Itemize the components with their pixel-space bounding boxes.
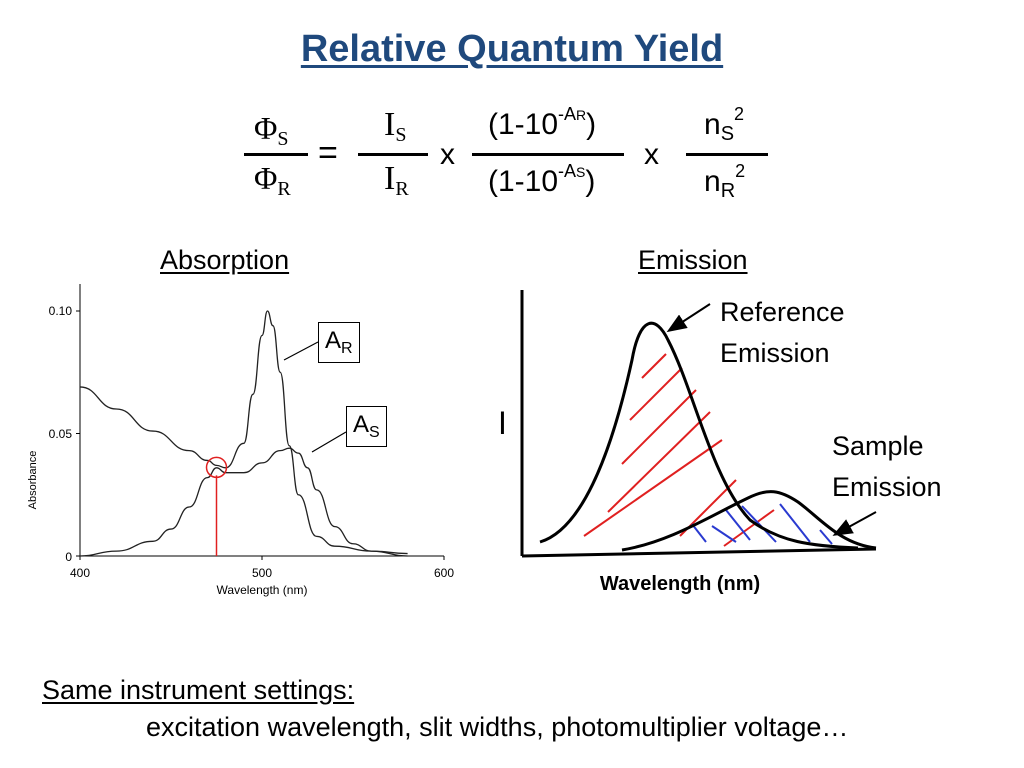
absorption-plot-area <box>76 284 445 560</box>
phi-s-symbol: Φ <box>254 110 278 146</box>
n-r-subscript: R <box>720 180 736 202</box>
phi-r-symbol: Φ <box>254 160 278 196</box>
reference-emission-label: Reference Emission <box>720 292 845 374</box>
phi-s-subscript: S <box>277 128 289 150</box>
n-r-exponent: 2 <box>735 161 746 181</box>
absorption-ytick-label: 0 <box>65 550 72 564</box>
hatch-line <box>711 525 737 543</box>
denominator-exponent: -A <box>558 161 577 181</box>
emission-x-axis <box>521 547 877 558</box>
absorption-xtick-label: 600 <box>434 566 454 580</box>
hatch-line <box>629 367 683 421</box>
instrument-settings-detail: excitation wavelength, slit widths, phot… <box>146 712 849 742</box>
n-s-subscript: S <box>720 123 735 145</box>
hatch-line <box>583 439 723 537</box>
reference-emission-curve <box>539 321 859 550</box>
numerator-base: (1-10 <box>488 108 559 141</box>
absorption-ytick-label: 0.05 <box>49 427 73 441</box>
sample-emission-curve <box>621 490 877 552</box>
equals-sign: = <box>318 134 338 172</box>
denominator-close-paren: ) <box>585 165 596 198</box>
hatch-line <box>641 353 667 379</box>
hatch-line <box>819 529 833 545</box>
sample-arrow <box>832 511 877 536</box>
fraction-bar-phi <box>244 153 308 156</box>
emission-x-axis-label: Wavelength (nm) <box>600 573 760 595</box>
absorption-y-axis-label: Absorbance <box>27 451 39 510</box>
fraction-bar-intensity <box>358 153 428 156</box>
reference-label-line2: Emission <box>720 338 830 368</box>
sample-hatching <box>691 503 833 545</box>
numerator-exponent-subscript: R <box>576 107 587 123</box>
sample-label-line2: Emission <box>832 472 942 502</box>
numerator-close-paren: ) <box>586 108 597 141</box>
i-r-symbol: I <box>384 160 396 197</box>
hatch-line <box>691 523 707 543</box>
i-s-subscript: S <box>395 124 407 146</box>
i-r-subscript: R <box>395 178 409 200</box>
as-callout-line <box>311 431 347 453</box>
ar-label: A <box>325 327 342 354</box>
ar-callout-line <box>283 341 319 361</box>
absorption-ytick-label: 0.10 <box>49 304 73 318</box>
slide-title: Relative Quantum Yield <box>300 28 724 70</box>
phi-s-term: ΦS <box>254 110 289 150</box>
reference-hatching <box>583 353 775 547</box>
reference-arrow <box>666 303 711 333</box>
n-r-term: nR2 <box>704 161 745 202</box>
absorption-label: Absorption <box>160 245 290 275</box>
hatch-line <box>725 509 751 541</box>
ar-label-subscript: R <box>341 340 353 357</box>
reference-absorbance-curve <box>79 310 408 555</box>
multiply-sign-2: x <box>644 138 659 171</box>
absorbance-numerator: (1-10-AR) <box>488 104 597 142</box>
hatch-line <box>741 505 777 543</box>
sample-absorbance-curve <box>79 447 408 557</box>
hatch-line <box>607 411 711 513</box>
n-s-symbol: n <box>704 108 721 141</box>
phi-r-term: ΦR <box>254 160 291 200</box>
reference-label-line1: Reference <box>720 297 845 327</box>
absorption-xtick-label: 500 <box>252 566 272 580</box>
i-r-term: IR <box>384 160 409 200</box>
n-r-symbol: n <box>704 165 721 198</box>
multiply-sign-1: x <box>440 138 455 171</box>
denominator-exponent-subscript: S <box>576 164 586 180</box>
numerator-exponent: -A <box>558 104 577 124</box>
hatch-line <box>779 503 811 543</box>
i-s-term: IS <box>384 106 407 146</box>
absorption-x-axis-label: Wavelength (nm) <box>217 583 308 597</box>
absorption-chart: Absorbance Wavelength (nm) 0.10 0.05 0 4… <box>27 284 454 597</box>
absorbance-denominator: (1-10-AS) <box>488 161 596 199</box>
instrument-settings-heading: Same instrument settings: <box>42 675 355 705</box>
as-label-box: AS <box>346 406 387 447</box>
emission-chart: I Wavelength (nm) <box>498 290 877 595</box>
emission-label: Emission <box>638 245 748 275</box>
sample-emission-label: Sample Emission <box>832 426 942 508</box>
emission-y-axis-label: I <box>498 405 507 441</box>
n-s-exponent: 2 <box>734 104 745 124</box>
phi-r-subscript: R <box>277 178 291 200</box>
absorption-xtick-label: 400 <box>70 566 90 580</box>
fraction-bar-refractive <box>686 153 768 156</box>
as-label: A <box>353 411 370 438</box>
i-s-symbol: I <box>384 106 396 143</box>
sample-label-line1: Sample <box>832 431 924 461</box>
denominator-base: (1-10 <box>488 165 559 198</box>
intersection-marker <box>205 456 228 479</box>
fraction-bar-absorbance <box>472 153 624 156</box>
ar-label-box: AR <box>318 322 360 363</box>
as-label-subscript: S <box>369 424 380 441</box>
n-s-term: nS2 <box>704 104 744 145</box>
hatch-line <box>621 389 697 465</box>
